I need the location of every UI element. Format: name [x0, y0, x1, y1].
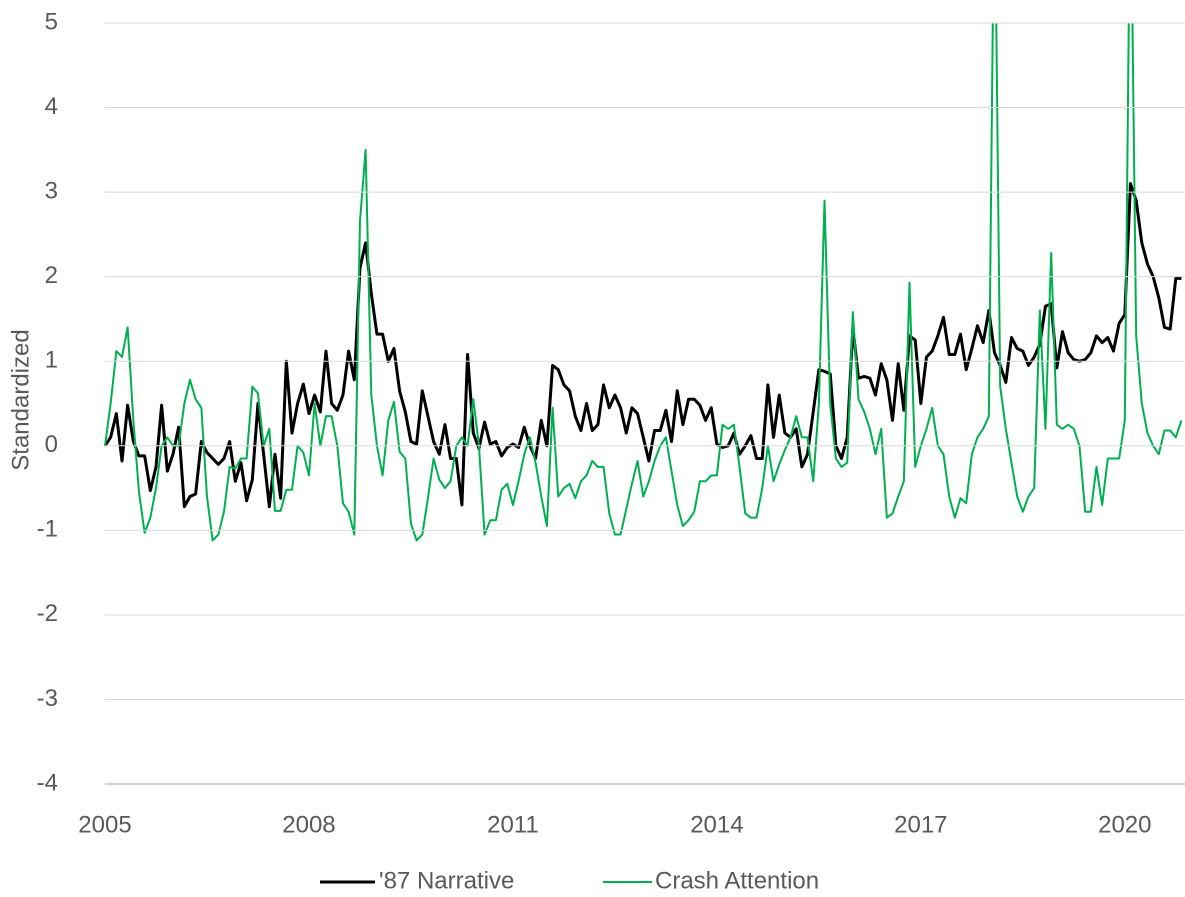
x-tick-label: 2017 [894, 811, 947, 838]
y-tick-label: 3 [45, 177, 58, 204]
x-tick-label: 2008 [282, 811, 335, 838]
y-tick-label: 5 [45, 8, 58, 35]
y-tick-label: 0 [45, 431, 58, 458]
x-tick-label: 2005 [78, 811, 131, 838]
x-tick-label: 2014 [690, 811, 743, 838]
x-tick-label: 2011 [487, 811, 539, 838]
y-tick-label: -3 [37, 685, 58, 712]
y-tick-label: 2 [45, 262, 58, 289]
y-tick-label: 1 [45, 347, 58, 374]
y-tick-label: -1 [37, 516, 58, 543]
series-line [103, 182, 1182, 509]
y-tick-label: -4 [37, 769, 58, 796]
plot-area [103, 23, 1183, 542]
y-axis-title: Standardized [7, 329, 34, 470]
x-tick-label: 2020 [1098, 811, 1151, 838]
legend-label: Crash Attention [655, 867, 819, 894]
series-line [104, 23, 1183, 542]
legend-label: '87 Narrative [379, 867, 514, 894]
y-tick-label: 4 [45, 93, 58, 120]
y-tick-label: -2 [37, 600, 58, 627]
